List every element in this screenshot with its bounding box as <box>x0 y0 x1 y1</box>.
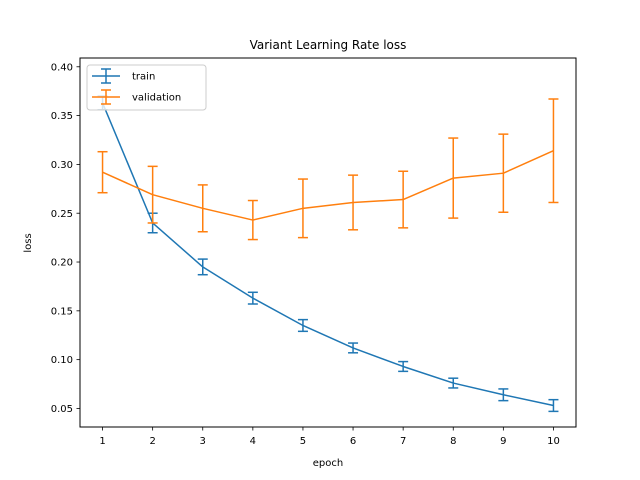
legend: train validation <box>86 64 207 111</box>
x-axis-label: epoch <box>313 458 343 469</box>
plot-area <box>79 57 577 428</box>
y-tick-label: 0.15 <box>51 306 73 317</box>
y-axis-label: loss <box>23 233 34 252</box>
legend-label: train <box>132 72 155 83</box>
legend-item-validation: validation <box>92 89 181 105</box>
x-tick-label: 6 <box>350 436 356 447</box>
x-tick-label: 9 <box>500 436 506 447</box>
x-tick-label: 2 <box>149 436 155 447</box>
y-tick-label: 0.40 <box>51 62 73 73</box>
y-tick-label: 0.30 <box>51 160 73 171</box>
x-tick-label: 3 <box>200 436 206 447</box>
x-tick-label: 10 <box>547 436 560 447</box>
x-axis: 1 2 3 4 5 6 7 8 9 10 <box>99 427 560 447</box>
x-tick-label: 8 <box>450 436 456 447</box>
x-tick-label: 1 <box>99 436 105 447</box>
legend-label: validation <box>132 93 181 104</box>
x-tick-label: 5 <box>300 436 306 447</box>
chart-title: Variant Learning Rate loss <box>250 38 407 52</box>
y-tick-label: 0.25 <box>51 209 73 220</box>
series-layer <box>97 95 559 413</box>
axes-frame <box>79 57 577 428</box>
y-tick-label: 0.35 <box>51 111 73 122</box>
y-axis: 0.05 0.10 0.15 0.20 0.25 0.30 0.35 0.40 <box>51 62 80 415</box>
x-tick-label: 7 <box>400 436 406 447</box>
y-tick-label: 0.05 <box>51 404 73 415</box>
legend-item-train: train <box>92 68 155 84</box>
x-tick-label: 4 <box>250 436 256 447</box>
validation-line <box>102 150 554 221</box>
y-tick-label: 0.20 <box>51 258 73 269</box>
y-tick-label: 0.10 <box>51 355 73 366</box>
series-validation <box>97 98 559 241</box>
train-line <box>101 102 554 407</box>
